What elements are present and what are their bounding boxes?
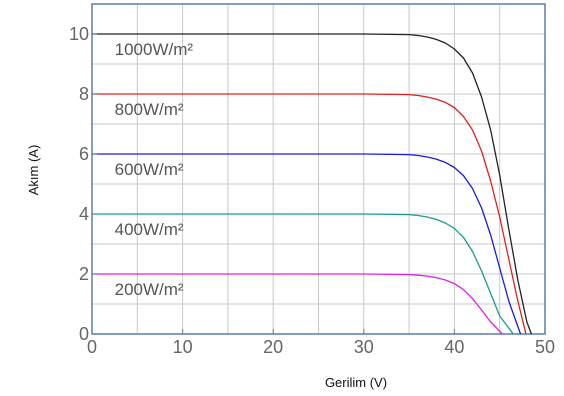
curve-label-4: 400W/m² (115, 220, 184, 239)
series-line-2 (92, 93, 527, 335)
y-tick-label: 8 (79, 84, 89, 104)
y-axis-ticks: 0 2 4 6 8 10 (69, 24, 97, 344)
x-tick-label: 40 (444, 337, 464, 357)
curve-label-2: 800W/m² (115, 100, 184, 119)
y-tick-label: 6 (79, 144, 89, 164)
plot-frame (91, 3, 546, 335)
x-axis-title: Gerilim (V) (325, 375, 387, 390)
y-tick-label: 10 (69, 24, 89, 44)
x-tick-label: 10 (173, 337, 193, 357)
series-line-3 (92, 153, 522, 335)
y-tick-label: 2 (79, 264, 89, 284)
curve-labels: 1000W/m² 800W/m² 600W/m² 400W/m² 200W/m² (115, 40, 194, 299)
series-line-1 (92, 33, 533, 335)
x-axis-ticks: 0 10 20 30 40 50 (87, 329, 555, 357)
y-tick-label: 0 (79, 324, 89, 344)
curve-label-3: 600W/m² (115, 160, 184, 179)
y-tick-label: 4 (79, 204, 89, 224)
x-tick-label: 20 (263, 337, 283, 357)
y-axis-title: Akım (A) (26, 145, 41, 196)
x-tick-label: 30 (354, 337, 374, 357)
series-line-4 (92, 213, 514, 335)
series-line-5 (92, 273, 503, 335)
curve-label-5: 200W/m² (115, 280, 184, 299)
curve-label-1: 1000W/m² (115, 40, 194, 59)
x-tick-label: 50 (535, 337, 555, 357)
x-tick-label: 0 (87, 337, 97, 357)
series-lines (92, 33, 533, 335)
